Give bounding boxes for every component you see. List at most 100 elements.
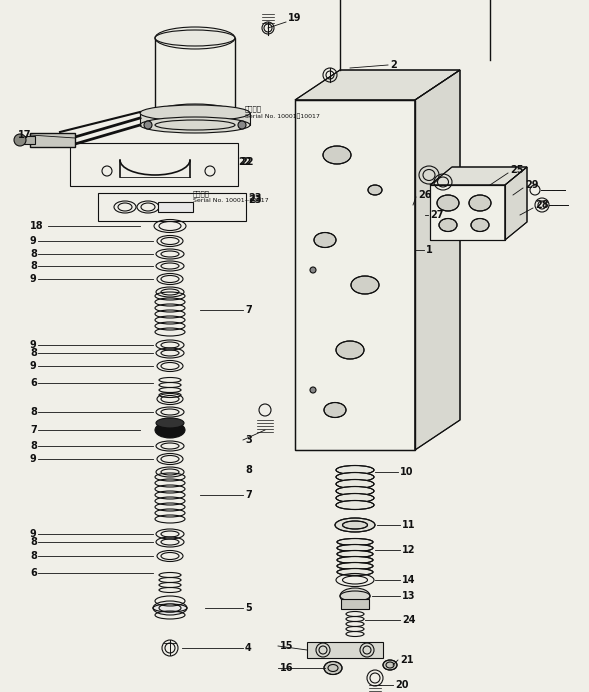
Text: 19: 19 (288, 13, 302, 23)
Ellipse shape (336, 473, 374, 482)
Ellipse shape (351, 276, 379, 294)
Text: 21: 21 (400, 655, 413, 665)
Text: 24: 24 (402, 615, 415, 625)
Text: 9: 9 (30, 361, 37, 371)
Bar (295, 100, 415, 450)
Text: 9: 9 (30, 529, 37, 539)
Bar (30, 133, 75, 147)
Text: 14: 14 (402, 575, 415, 585)
Ellipse shape (335, 518, 375, 532)
Ellipse shape (140, 117, 250, 133)
Bar (70, 143, 238, 186)
Text: 25: 25 (510, 165, 524, 175)
Text: 16: 16 (280, 663, 293, 673)
Text: 10: 10 (400, 467, 413, 477)
Text: 18: 18 (30, 221, 44, 231)
Text: 8: 8 (245, 465, 252, 475)
Text: 7: 7 (30, 425, 37, 435)
Ellipse shape (336, 500, 374, 509)
Bar (341, 599, 369, 609)
Ellipse shape (336, 341, 364, 359)
Text: Serial No. 10001～10017: Serial No. 10001～10017 (245, 113, 320, 119)
Text: 適用令番: 適用令番 (245, 105, 262, 111)
Ellipse shape (324, 662, 342, 675)
Ellipse shape (323, 146, 351, 164)
Text: 8: 8 (30, 537, 37, 547)
Text: 11: 11 (402, 520, 415, 530)
Ellipse shape (437, 195, 459, 211)
Text: 4: 4 (245, 643, 252, 653)
Polygon shape (295, 100, 415, 450)
Text: 適用令番: 適用令番 (193, 190, 210, 197)
Bar (140, 113, 250, 125)
Text: 23: 23 (248, 193, 262, 203)
Ellipse shape (314, 233, 336, 248)
Ellipse shape (337, 556, 373, 563)
Ellipse shape (383, 660, 397, 670)
Circle shape (310, 267, 316, 273)
Text: 8: 8 (30, 261, 37, 271)
Ellipse shape (155, 104, 235, 122)
Ellipse shape (336, 466, 374, 475)
Ellipse shape (324, 403, 346, 417)
Text: 17: 17 (18, 130, 31, 140)
Circle shape (144, 121, 152, 129)
Polygon shape (430, 167, 527, 185)
Text: 8: 8 (30, 551, 37, 561)
Text: 8: 8 (30, 407, 37, 417)
Text: 8: 8 (30, 348, 37, 358)
Circle shape (310, 387, 316, 393)
Text: 22: 22 (238, 157, 252, 167)
Ellipse shape (471, 219, 489, 232)
Ellipse shape (336, 480, 374, 489)
Polygon shape (307, 642, 383, 658)
Text: 7: 7 (245, 305, 252, 315)
Ellipse shape (156, 418, 184, 428)
Text: 22: 22 (240, 157, 253, 167)
Text: 9: 9 (30, 454, 37, 464)
Ellipse shape (340, 588, 370, 604)
Ellipse shape (155, 27, 235, 49)
Ellipse shape (140, 105, 250, 121)
Text: 27: 27 (430, 210, 444, 220)
Polygon shape (295, 70, 460, 100)
Text: 15: 15 (280, 641, 293, 651)
Polygon shape (430, 185, 505, 240)
Text: 1: 1 (426, 245, 433, 255)
Text: 6: 6 (30, 568, 37, 578)
Ellipse shape (337, 538, 373, 545)
Text: 9: 9 (30, 340, 37, 350)
Bar (20, 136, 35, 144)
Text: 9: 9 (30, 236, 37, 246)
Text: 13: 13 (402, 591, 415, 601)
Polygon shape (505, 167, 527, 240)
Ellipse shape (337, 545, 373, 552)
Text: 3: 3 (245, 435, 252, 445)
Circle shape (14, 134, 26, 146)
Text: 20: 20 (395, 680, 409, 690)
Text: 12: 12 (402, 545, 415, 555)
Ellipse shape (469, 195, 491, 211)
Text: 7: 7 (245, 490, 252, 500)
Bar (155, 38, 235, 113)
Ellipse shape (336, 486, 374, 495)
Text: 2: 2 (390, 60, 397, 70)
Circle shape (238, 121, 246, 129)
Text: 28: 28 (535, 200, 548, 210)
Ellipse shape (336, 493, 374, 502)
Ellipse shape (153, 601, 187, 615)
Text: 9: 9 (30, 274, 37, 284)
Ellipse shape (337, 569, 373, 576)
Text: 8: 8 (30, 249, 37, 259)
Text: 6: 6 (30, 378, 37, 388)
Text: 29: 29 (525, 180, 538, 190)
Text: 8: 8 (30, 441, 37, 451)
Text: 26: 26 (418, 190, 432, 200)
Bar (98, 193, 246, 221)
Ellipse shape (337, 563, 373, 570)
Ellipse shape (159, 604, 181, 612)
Bar (158, 202, 193, 212)
Bar (430, 185, 505, 240)
Ellipse shape (337, 551, 373, 558)
Ellipse shape (342, 521, 368, 529)
